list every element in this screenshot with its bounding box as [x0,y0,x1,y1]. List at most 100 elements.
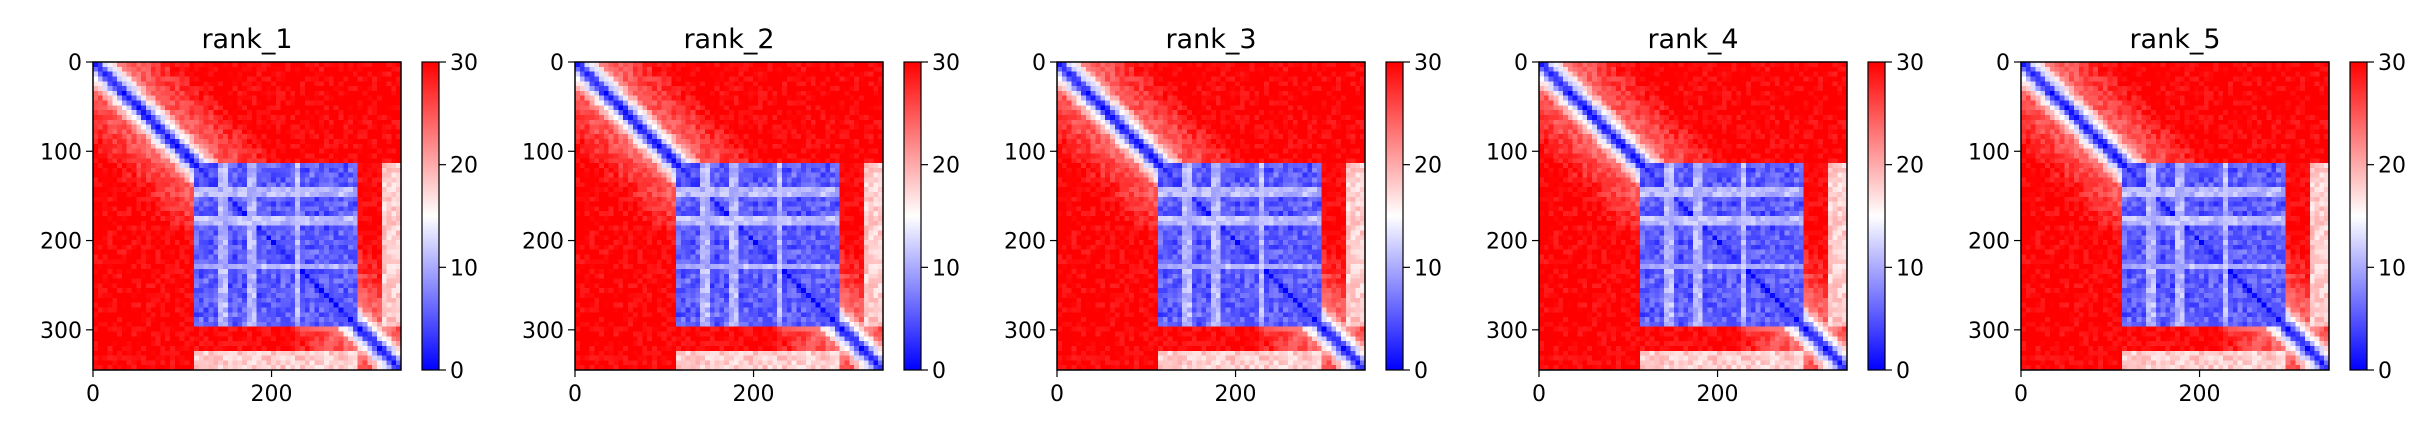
heatmap-cell [300,187,305,192]
heatmap-cell [845,105,850,110]
heatmap-cell [372,288,377,293]
heatmap-cell [271,96,276,101]
heatmap-cell [391,192,396,197]
heatmap-cell [189,115,194,120]
heatmap-cell [233,72,238,77]
heatmap-cell [209,67,214,72]
heatmap-cell [314,120,319,125]
heatmap-cell [98,206,103,211]
heatmap-cell [252,178,257,183]
heatmap-cell [261,283,266,288]
heatmap-cell [715,115,720,120]
heatmap-cell [787,115,792,120]
heatmap-cell [310,360,315,365]
heatmap-cell [257,226,262,231]
heatmap-cell [334,351,339,356]
heatmap-cell [271,255,276,260]
heatmap-cell [165,226,170,231]
heatmap-cell [213,197,218,202]
heatmap-cell [343,101,348,106]
heatmap-cell [363,168,368,173]
heatmap-cell [363,303,368,308]
heatmap-cell [705,76,710,81]
heatmap-cell [628,81,633,86]
heatmap-cell [801,86,806,91]
heatmap-cell [252,336,257,341]
heatmap-cell [175,173,180,178]
heatmap-cell [662,91,667,96]
heatmap-cell [107,187,112,192]
heatmap-cell [859,115,864,120]
heatmap-cell [209,360,214,365]
heatmap-cell [382,255,387,260]
heatmap-cell [300,303,305,308]
heatmap-cell [228,332,233,337]
heatmap-cell [112,168,117,173]
heatmap-cell [151,96,156,101]
heatmap-cell [575,86,580,91]
heatmap-cell [787,81,792,86]
heatmap-cell [170,168,175,173]
heatmap-cell [391,110,396,115]
heatmap-cell [213,360,218,365]
heatmap-cell [290,332,295,337]
heatmap-cell [261,173,266,178]
heatmap-cell [261,96,266,101]
heatmap-cell [165,356,170,361]
heatmap-cell [103,279,108,284]
heatmap-cell [391,293,396,298]
heatmap-cell [343,288,348,293]
heatmap-cell [290,250,295,255]
heatmap-cell [628,125,633,130]
heatmap-cell [286,346,291,351]
heatmap-cell [835,67,840,72]
heatmap-cell [252,125,257,130]
heatmap-cell [107,192,112,197]
heatmap-cell [367,240,372,245]
heatmap-cell [151,173,156,178]
heatmap-cell [199,351,204,356]
heatmap-cell [806,76,811,81]
heatmap-cell [266,158,271,163]
heatmap-cell [782,72,787,77]
heatmap-cell [213,264,218,269]
heatmap-cell [180,312,185,317]
heatmap-cell [695,110,700,115]
heatmap-cell [864,105,869,110]
heatmap-cell [223,356,228,361]
heatmap-cell [334,327,339,332]
heatmap-cell [391,168,396,173]
heatmap-cell [319,230,324,235]
heatmap-cell [122,182,127,187]
heatmap-cell [261,288,266,293]
heatmap-cell [276,298,281,303]
heatmap-cell [175,125,180,130]
heatmap-cell [377,317,382,322]
heatmap-cell [261,255,266,260]
heatmap-cell [348,149,353,154]
heatmap-cell [305,76,310,81]
heatmap-cell [151,110,156,115]
heatmap-cell [184,288,189,293]
heatmap-cell [252,96,257,101]
heatmap-cell [633,105,638,110]
heatmap-cell [319,356,324,361]
heatmap-cell [310,336,315,341]
heatmap-cell [585,91,590,96]
heatmap-cell [242,144,247,149]
heatmap-cell [580,125,585,130]
heatmap-cell [314,356,319,361]
heatmap-cell [372,351,377,356]
heatmap-cell [184,129,189,134]
heatmap-cell [748,120,753,125]
heatmap-cell [132,144,137,149]
heatmap-cell [324,351,329,356]
heatmap-cell [806,96,811,101]
heatmap-cell [180,235,185,240]
heatmap-cell [175,250,180,255]
heatmap-cell [189,327,194,332]
heatmap-cell [334,245,339,250]
heatmap-cell [343,105,348,110]
heatmap-cell [93,192,98,197]
heatmap-cell [343,245,348,250]
